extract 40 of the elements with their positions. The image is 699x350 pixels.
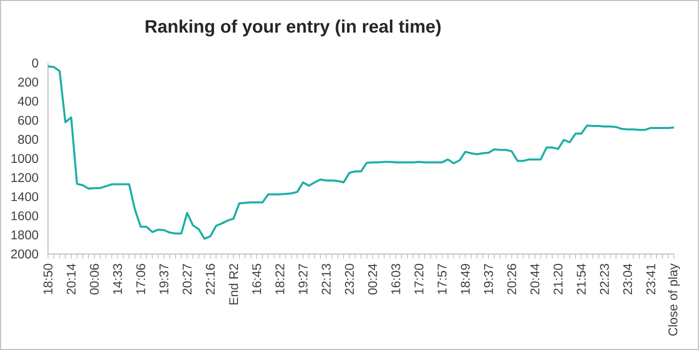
x-tick-label: 16:03 [391,264,400,294]
x-tick-label: 18:50 [44,264,52,294]
x-tick-label: 19:37 [484,264,493,294]
chart-title: Ranking of your entry (in real time) [146,20,441,36]
y-tick-label: 0 [32,58,38,68]
x-tick-label: 20:44 [530,264,540,294]
x-tick-label: 20:14 [66,264,76,294]
y-tick-label: 200 [18,78,38,87]
y-tick-label: 600 [18,116,38,125]
y-tick-label: 1000 [12,154,38,163]
x-tick-label: 18:49 [460,264,470,294]
y-tick-label: 1600 [12,211,38,220]
x-tick-label: 17:06 [136,264,146,294]
x-tick-label: 18:22 [275,264,284,294]
x-tick-label: 17:20 [414,264,424,294]
y-tick-label: 800 [18,134,38,144]
x-tick-label: 00:24 [368,264,378,294]
x-tick-label: 21:54 [576,264,586,294]
x-tick-label: 22:13 [322,264,331,294]
x-tick-label: 19:27 [298,264,308,294]
x-tick-label: 20:26 [507,264,516,294]
x-tick-label: 16:45 [252,264,262,294]
y-tick-label: 1800 [12,230,38,240]
x-tick-label: 23:04 [623,264,632,294]
y-tick-label: 1200 [12,173,38,182]
x-tick-label: 23:41 [646,264,656,294]
y-tick-label: 2000 [11,250,38,258]
x-tick-label: 14:33 [113,264,122,294]
x-tick-label: 22:16 [206,264,215,294]
y-tick-label: 1400 [12,192,38,202]
x-tick-label: 22:23 [600,264,609,294]
x-tick-label: End R2 [228,264,238,304]
x-tick-label: 23:20 [344,264,354,294]
x-tick-label: 21:20 [554,264,563,294]
y-tick-label: 400 [18,96,38,106]
x-tick-label: 19:37 [159,264,168,294]
x-tick-label: 17:57 [438,264,447,294]
x-tick-label: 00:06 [90,264,99,294]
x-tick-label: Close of play [668,263,680,336]
x-tick-label: 20:27 [182,264,192,294]
